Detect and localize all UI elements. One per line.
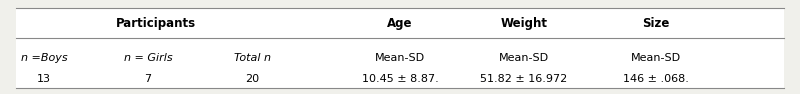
Text: n = Girls: n = Girls	[124, 53, 172, 63]
Text: 51.82 ± 16.972: 51.82 ± 16.972	[480, 74, 568, 84]
Text: Total n: Total n	[234, 53, 270, 63]
Text: Size: Size	[642, 17, 670, 30]
Text: Age: Age	[387, 17, 413, 30]
Text: 13: 13	[37, 74, 51, 84]
Text: n =Boys: n =Boys	[21, 53, 67, 63]
Text: Mean-SD: Mean-SD	[499, 53, 549, 63]
Text: 7: 7	[145, 74, 151, 84]
Text: 10.45 ± 8.87.: 10.45 ± 8.87.	[362, 74, 438, 84]
Text: Mean-SD: Mean-SD	[375, 53, 425, 63]
Text: Weight: Weight	[501, 17, 547, 30]
Text: Mean-SD: Mean-SD	[631, 53, 681, 63]
Text: Participants: Participants	[116, 17, 196, 30]
Text: 146 ± .068.: 146 ± .068.	[623, 74, 689, 84]
Bar	[16, 8, 784, 88]
Text: 20: 20	[245, 74, 259, 84]
